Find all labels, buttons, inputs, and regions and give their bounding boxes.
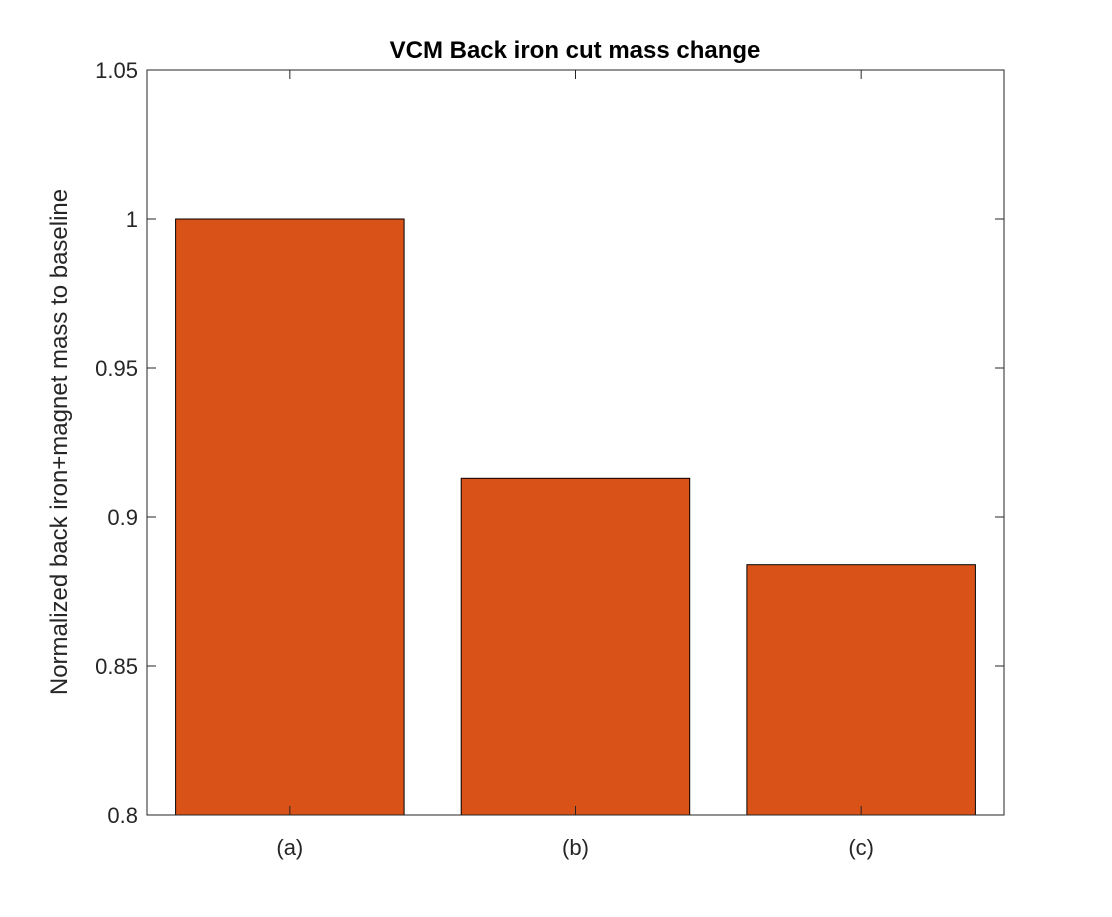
y-axis-label: Normalized back iron+magnet mass to base… bbox=[46, 189, 73, 695]
x-tick-label: (b) bbox=[562, 835, 589, 860]
bar-b bbox=[460, 477, 691, 816]
bar-c bbox=[746, 564, 976, 816]
chart-title: VCM Back iron cut mass change bbox=[390, 37, 761, 64]
y-tick-label: 0.95 bbox=[95, 356, 138, 381]
x-tick-label: (c) bbox=[848, 835, 874, 860]
y-tick-label: 0.9 bbox=[107, 505, 138, 530]
y-tick-label: 1 bbox=[126, 207, 138, 232]
y-tick-label: 0.85 bbox=[95, 654, 138, 679]
x-tick-label: (a) bbox=[276, 835, 303, 860]
y-tick-label: 0.8 bbox=[107, 803, 138, 828]
bar-a bbox=[175, 218, 405, 816]
ticks-layer: 0.8 0.85 0.9 0.95 1 1.05 (a) (b) (c) bbox=[95, 58, 1004, 860]
bars-layer bbox=[175, 218, 976, 816]
y-tick-label: 1.05 bbox=[95, 58, 138, 83]
